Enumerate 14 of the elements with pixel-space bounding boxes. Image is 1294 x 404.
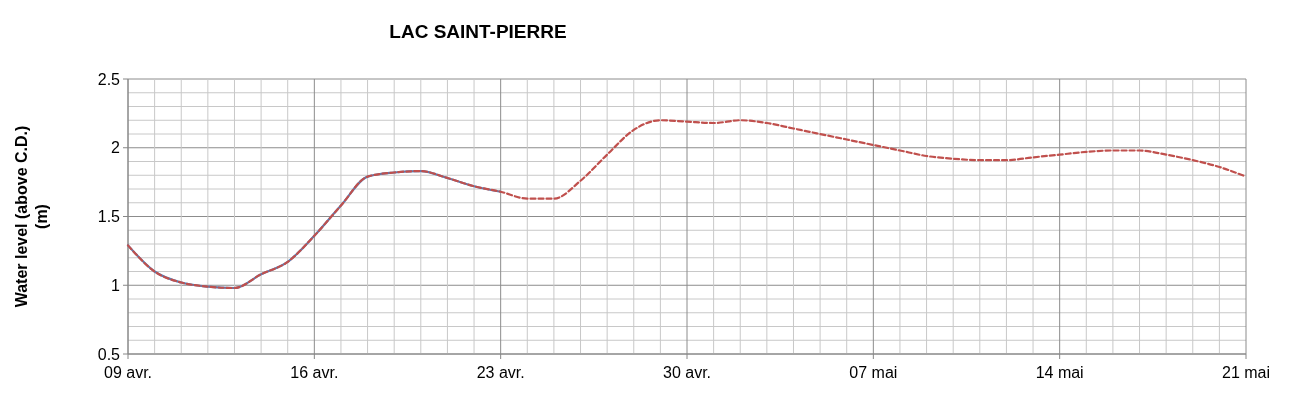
x-tick-label: 07 mai bbox=[849, 364, 898, 381]
y-tick-label: 2.5 bbox=[97, 70, 121, 88]
x-tick-label: 16 avr. bbox=[290, 364, 339, 381]
y-tick-label: 0.5 bbox=[97, 345, 121, 363]
x-tick-label: 14 mai bbox=[1035, 364, 1084, 381]
y-tick-label: 1.5 bbox=[97, 208, 121, 226]
y-tick-label: 2 bbox=[111, 139, 121, 157]
x-tick-label: 23 avr. bbox=[476, 364, 525, 381]
y-axis-title: Water level (above C.D.) (m) bbox=[12, 125, 50, 308]
x-tick-label: 09 avr. bbox=[103, 364, 153, 381]
chart-title: LAC SAINT-PIERRE bbox=[389, 21, 567, 42]
y-tick-label: 1 bbox=[111, 276, 121, 294]
x-tick-label: 21 mai bbox=[1221, 364, 1271, 381]
x-tick-label: 30 avr. bbox=[662, 364, 712, 381]
